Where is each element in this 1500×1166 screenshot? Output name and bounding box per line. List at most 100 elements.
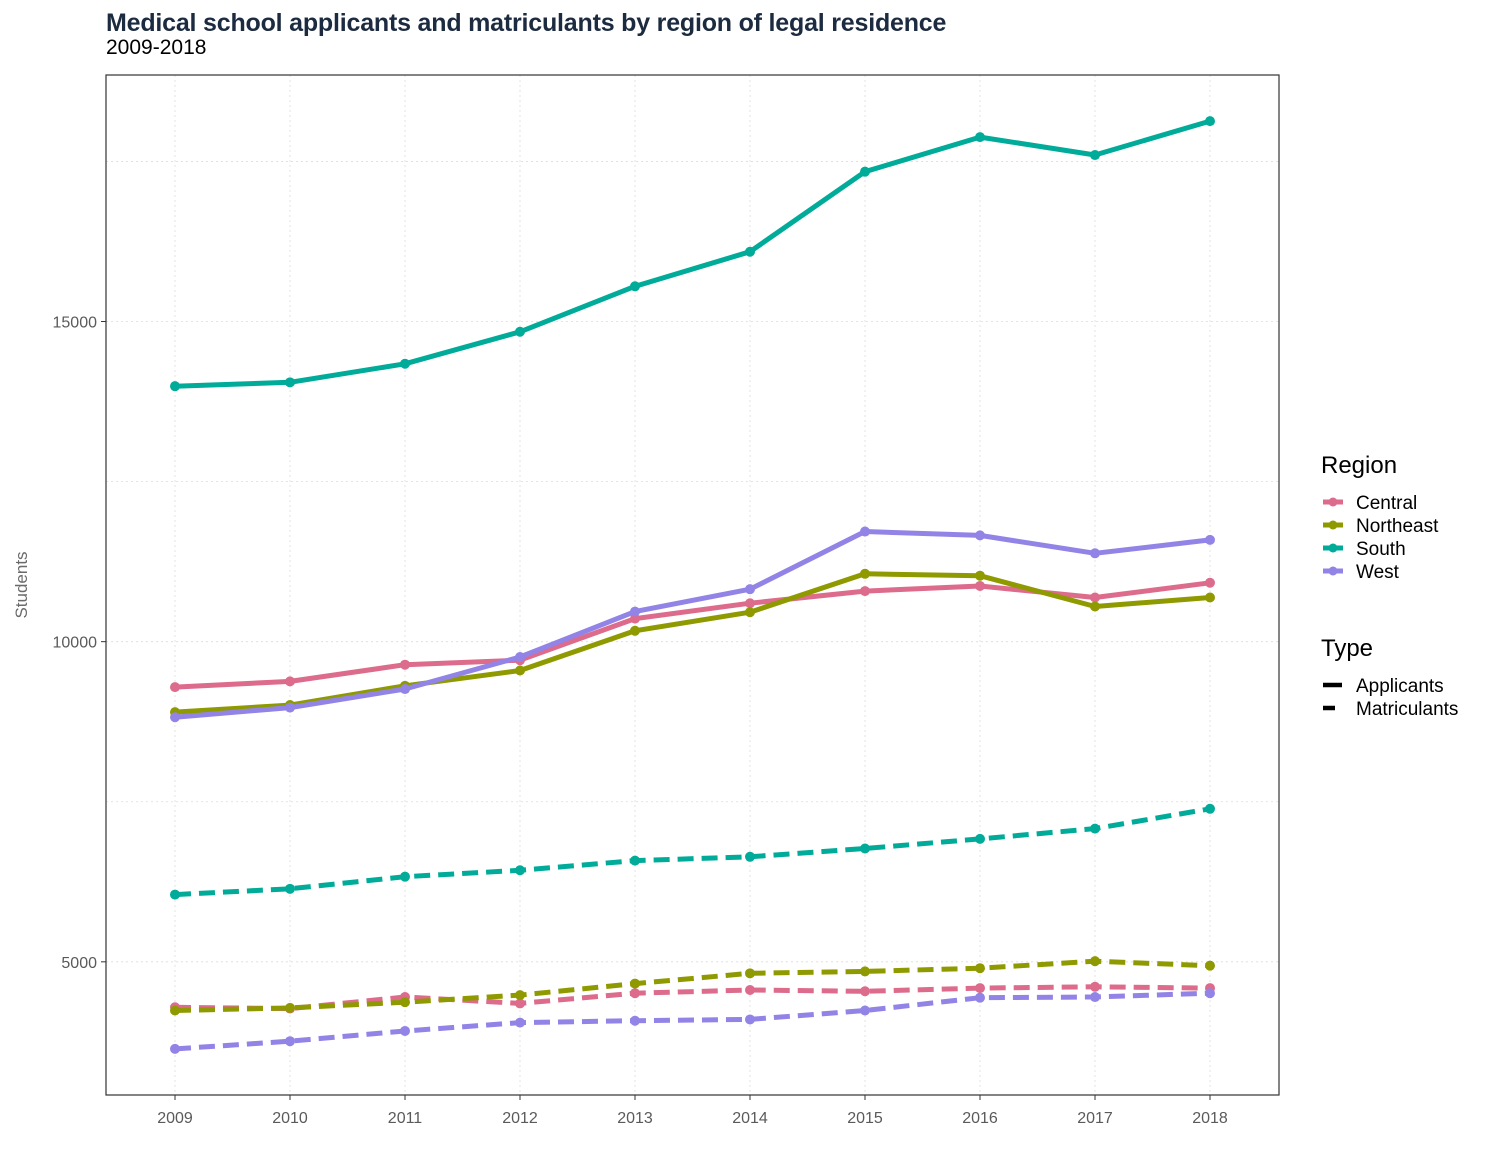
data-point-south-matriculants <box>630 855 640 866</box>
chart-subtitle: 2009-2018 <box>106 36 207 59</box>
data-point-northeast-matriculants <box>1205 960 1215 971</box>
data-point-northeast-applicants <box>860 568 870 579</box>
data-point-central-applicants <box>400 659 410 670</box>
grid-lines <box>106 75 1279 1095</box>
data-point-west-matriculants <box>285 1036 295 1047</box>
data-point-west-applicants <box>860 526 870 537</box>
data-point-central-applicants <box>170 682 180 693</box>
legend-title-type: Type <box>1321 635 1373 662</box>
legend-label-south: South <box>1356 539 1406 560</box>
data-point-northeast-matriculants <box>860 966 870 977</box>
data-point-west-applicants <box>400 684 410 695</box>
data-point-west-matriculants <box>860 1005 870 1016</box>
data-point-west-applicants <box>630 606 640 617</box>
data-point-south-matriculants <box>745 851 755 862</box>
data-point-west-applicants <box>975 530 985 541</box>
data-point-central-matriculants <box>1090 981 1100 992</box>
data-point-central-matriculants <box>975 983 985 994</box>
x-tick-label: 2014 <box>732 1110 768 1127</box>
data-point-west-matriculants <box>515 1017 525 1028</box>
series-line-west-matriculants <box>174 990 1211 1052</box>
data-point-northeast-applicants <box>975 570 985 581</box>
data-point-south-matriculants <box>170 889 180 900</box>
data-point-northeast-matriculants <box>400 997 410 1008</box>
x-tick-label: 2011 <box>388 1110 423 1127</box>
x-tick-label: 2009 <box>157 1110 193 1127</box>
x-tick-label: 2018 <box>1192 1110 1228 1127</box>
data-point-central-matriculants <box>860 986 870 997</box>
legend-label-west: West <box>1356 562 1400 583</box>
data-point-south-applicants <box>170 381 180 392</box>
data-point-west-matriculants <box>975 992 985 1003</box>
data-point-northeast-matriculants <box>515 990 525 1001</box>
legend-label-matriculants: Matriculants <box>1356 699 1458 720</box>
series-lines <box>170 116 1215 1054</box>
data-point-south-applicants <box>1090 150 1100 161</box>
legend-title-region: Region <box>1321 452 1397 479</box>
data-point-south-matriculants <box>975 833 985 844</box>
data-point-northeast-applicants <box>745 607 755 618</box>
x-tick-label: 2010 <box>272 1110 308 1127</box>
x-tick-label: 2017 <box>1077 1110 1113 1127</box>
data-point-central-applicants <box>975 580 985 591</box>
x-tick-label: 2015 <box>847 1110 883 1127</box>
data-point-south-matriculants <box>1090 823 1100 834</box>
data-point-central-matriculants <box>515 998 525 1009</box>
data-point-south-applicants <box>400 358 410 369</box>
data-point-central-applicants <box>1090 592 1100 603</box>
data-point-central-applicants <box>860 586 870 597</box>
data-point-west-matriculants <box>170 1043 180 1054</box>
data-point-northeast-matriculants <box>1090 956 1100 967</box>
data-point-central-applicants <box>1205 577 1215 588</box>
legend-key-point <box>1328 543 1338 553</box>
data-point-northeast-matriculants <box>285 1002 295 1013</box>
data-point-west-applicants <box>1205 534 1215 545</box>
legend-key-point <box>1328 520 1338 530</box>
data-point-west-matriculants <box>400 1025 410 1036</box>
y-tick-label: 10000 <box>53 635 98 652</box>
data-point-west-applicants <box>1090 548 1100 559</box>
y-axis-title: Students <box>12 551 31 618</box>
y-tick-label: 5000 <box>61 955 97 972</box>
series-line-south-applicants <box>174 118 1211 389</box>
x-tick-label: 2013 <box>617 1110 653 1127</box>
data-point-south-matriculants <box>1205 803 1215 814</box>
data-point-central-applicants <box>630 613 640 624</box>
data-point-west-applicants <box>515 652 525 663</box>
legend-label-applicants: Applicants <box>1356 676 1444 697</box>
data-point-west-matriculants <box>745 1014 755 1025</box>
series-line-northeast-matriculants <box>174 958 1211 1013</box>
data-point-northeast-matriculants <box>745 968 755 979</box>
data-point-south-applicants <box>860 166 870 177</box>
chart-title: Medical school applicants and matriculan… <box>106 9 947 37</box>
data-point-south-applicants <box>630 281 640 292</box>
data-point-northeast-applicants <box>1205 592 1215 603</box>
y-tick-label: 15000 <box>53 315 98 332</box>
data-point-south-applicants <box>1205 116 1215 127</box>
x-tick-label: 2016 <box>962 1110 998 1127</box>
data-point-south-applicants <box>745 246 755 257</box>
data-point-northeast-matriculants <box>630 978 640 989</box>
legend-label-northeast: Northeast <box>1356 516 1439 537</box>
data-point-south-applicants <box>515 326 525 337</box>
data-point-south-applicants <box>975 132 985 143</box>
data-point-west-matriculants <box>1205 988 1215 999</box>
axes: 2009 2010 2011 2012 2013 2014 2015 2016 2017 2018… <box>53 315 1228 1127</box>
legend-key-point <box>1328 497 1338 507</box>
data-point-northeast-applicants <box>630 625 640 636</box>
data-point-south-matriculants <box>515 865 525 876</box>
data-point-northeast-matriculants <box>170 1005 180 1016</box>
series-line-south-matriculants <box>174 806 1211 898</box>
data-point-northeast-applicants <box>515 665 525 676</box>
legend-key-point <box>1328 566 1338 576</box>
legend-label-central: Central <box>1356 493 1417 514</box>
data-point-central-applicants <box>285 676 295 687</box>
data-point-south-matriculants <box>285 883 295 894</box>
data-point-south-applicants <box>285 377 295 388</box>
plot-frame <box>105 74 1280 1096</box>
data-point-west-applicants <box>170 712 180 723</box>
data-point-central-matriculants <box>745 984 755 995</box>
data-point-west-applicants <box>745 584 755 595</box>
